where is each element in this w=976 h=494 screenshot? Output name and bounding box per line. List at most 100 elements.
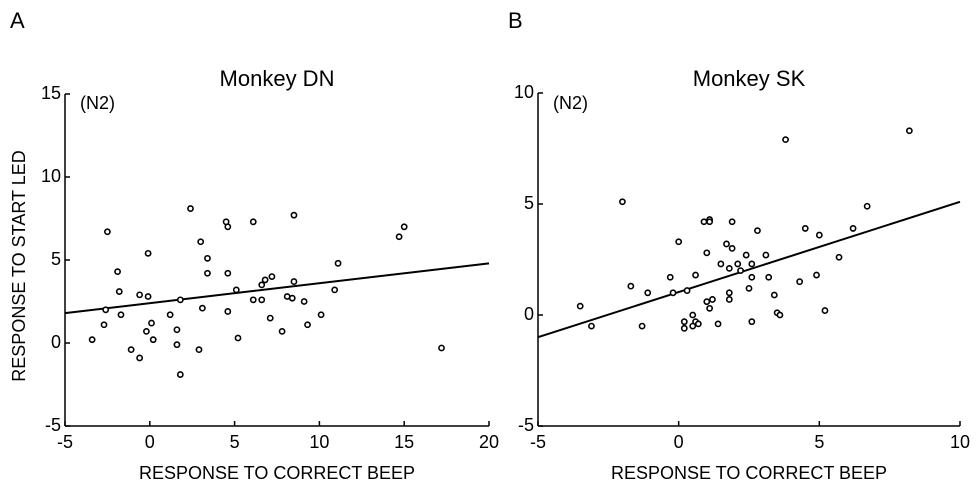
x-tick-label: 0 bbox=[145, 432, 155, 452]
point bbox=[680, 318, 688, 326]
point bbox=[815, 231, 823, 239]
point bbox=[683, 287, 691, 294]
point bbox=[675, 238, 683, 246]
point bbox=[737, 267, 744, 274]
x-tick-label: 5 bbox=[230, 432, 240, 452]
point bbox=[144, 293, 152, 300]
y-tick-label: -5 bbox=[45, 415, 61, 435]
x-axis-label: RESPONSE TO CORRECT BEEP bbox=[611, 463, 887, 483]
y-tick-label: 5 bbox=[524, 193, 534, 213]
point bbox=[290, 278, 298, 285]
point bbox=[438, 344, 445, 352]
point bbox=[776, 311, 784, 319]
point bbox=[745, 284, 753, 292]
point bbox=[725, 289, 733, 297]
y-tick-label: 15 bbox=[41, 83, 61, 103]
point bbox=[765, 273, 773, 281]
y-tick-label: -5 bbox=[518, 415, 534, 435]
point bbox=[88, 336, 96, 344]
point bbox=[709, 296, 716, 303]
point bbox=[706, 304, 714, 312]
point bbox=[627, 282, 635, 290]
point bbox=[400, 223, 408, 231]
point bbox=[700, 218, 708, 226]
annotation: (N2) bbox=[553, 93, 588, 113]
point bbox=[588, 322, 595, 330]
point bbox=[717, 260, 725, 268]
point bbox=[234, 334, 242, 342]
point bbox=[331, 286, 339, 294]
trendline bbox=[537, 200, 961, 339]
point bbox=[204, 269, 211, 277]
point bbox=[224, 269, 232, 277]
point bbox=[249, 218, 257, 226]
point bbox=[204, 254, 211, 262]
point bbox=[104, 228, 111, 236]
point bbox=[198, 304, 206, 312]
point bbox=[258, 296, 266, 304]
point bbox=[258, 281, 266, 289]
panel-label: A bbox=[10, 8, 25, 33]
point bbox=[748, 260, 756, 268]
point bbox=[317, 311, 325, 319]
point bbox=[136, 354, 144, 362]
point bbox=[266, 314, 274, 322]
point bbox=[782, 136, 789, 144]
point bbox=[261, 276, 269, 284]
point bbox=[102, 306, 110, 314]
point bbox=[706, 218, 714, 226]
point bbox=[143, 327, 150, 335]
point bbox=[728, 218, 736, 226]
point bbox=[638, 322, 646, 330]
point bbox=[813, 271, 820, 279]
point bbox=[644, 289, 652, 297]
point bbox=[232, 286, 240, 294]
point bbox=[176, 296, 184, 304]
point bbox=[149, 336, 157, 344]
point bbox=[114, 268, 121, 276]
x-tick-label: -5 bbox=[57, 432, 73, 452]
point bbox=[821, 307, 829, 314]
x-tick-label: 10 bbox=[309, 432, 329, 452]
point bbox=[304, 321, 311, 329]
x-tick-label: 20 bbox=[479, 432, 499, 452]
y-tick-label: 0 bbox=[524, 304, 534, 324]
point bbox=[224, 223, 232, 231]
point bbox=[835, 253, 843, 261]
point bbox=[714, 320, 722, 328]
point bbox=[176, 371, 184, 378]
point bbox=[187, 205, 194, 212]
x-axis-label: RESPONSE TO CORRECT BEEP bbox=[139, 463, 415, 483]
point bbox=[725, 264, 733, 272]
point bbox=[395, 233, 403, 241]
y-tick-label: 10 bbox=[41, 166, 61, 186]
point bbox=[742, 251, 750, 259]
y-tick-label: 10 bbox=[514, 82, 534, 102]
x-tick-label: 10 bbox=[950, 432, 970, 452]
point bbox=[144, 249, 152, 257]
point bbox=[224, 308, 232, 315]
point bbox=[863, 202, 871, 210]
point bbox=[689, 322, 697, 330]
point bbox=[115, 288, 123, 295]
point bbox=[249, 296, 257, 304]
x-tick-label: 15 bbox=[394, 432, 414, 452]
x-tick-label: -5 bbox=[530, 432, 546, 452]
point bbox=[723, 240, 730, 248]
chart-title: Monkey SK bbox=[693, 66, 806, 91]
point bbox=[770, 291, 778, 299]
x-tick-label: 0 bbox=[674, 432, 684, 452]
point bbox=[748, 318, 756, 326]
point bbox=[288, 294, 296, 302]
point bbox=[754, 227, 761, 235]
point bbox=[300, 298, 308, 305]
point bbox=[148, 319, 155, 327]
point bbox=[173, 326, 181, 334]
point bbox=[703, 249, 711, 257]
point bbox=[762, 251, 770, 259]
point bbox=[166, 311, 174, 319]
point bbox=[703, 298, 711, 306]
point bbox=[290, 211, 298, 219]
point bbox=[576, 302, 584, 310]
